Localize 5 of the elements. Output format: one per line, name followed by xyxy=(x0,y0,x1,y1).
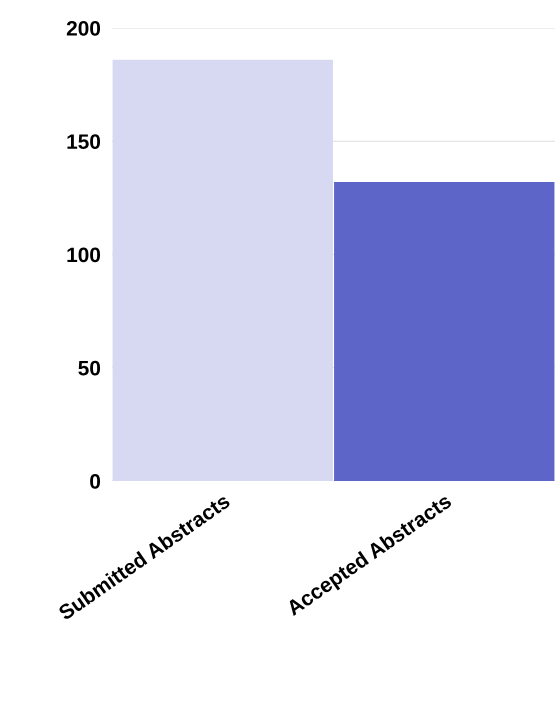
y-tick-label: 100 xyxy=(67,248,100,262)
y-tick-label: 0 xyxy=(90,474,100,489)
y-tick-label: 200 xyxy=(66,21,100,36)
y-tick-label: 150 xyxy=(67,134,100,150)
y-tick-label: 50 xyxy=(78,360,100,376)
